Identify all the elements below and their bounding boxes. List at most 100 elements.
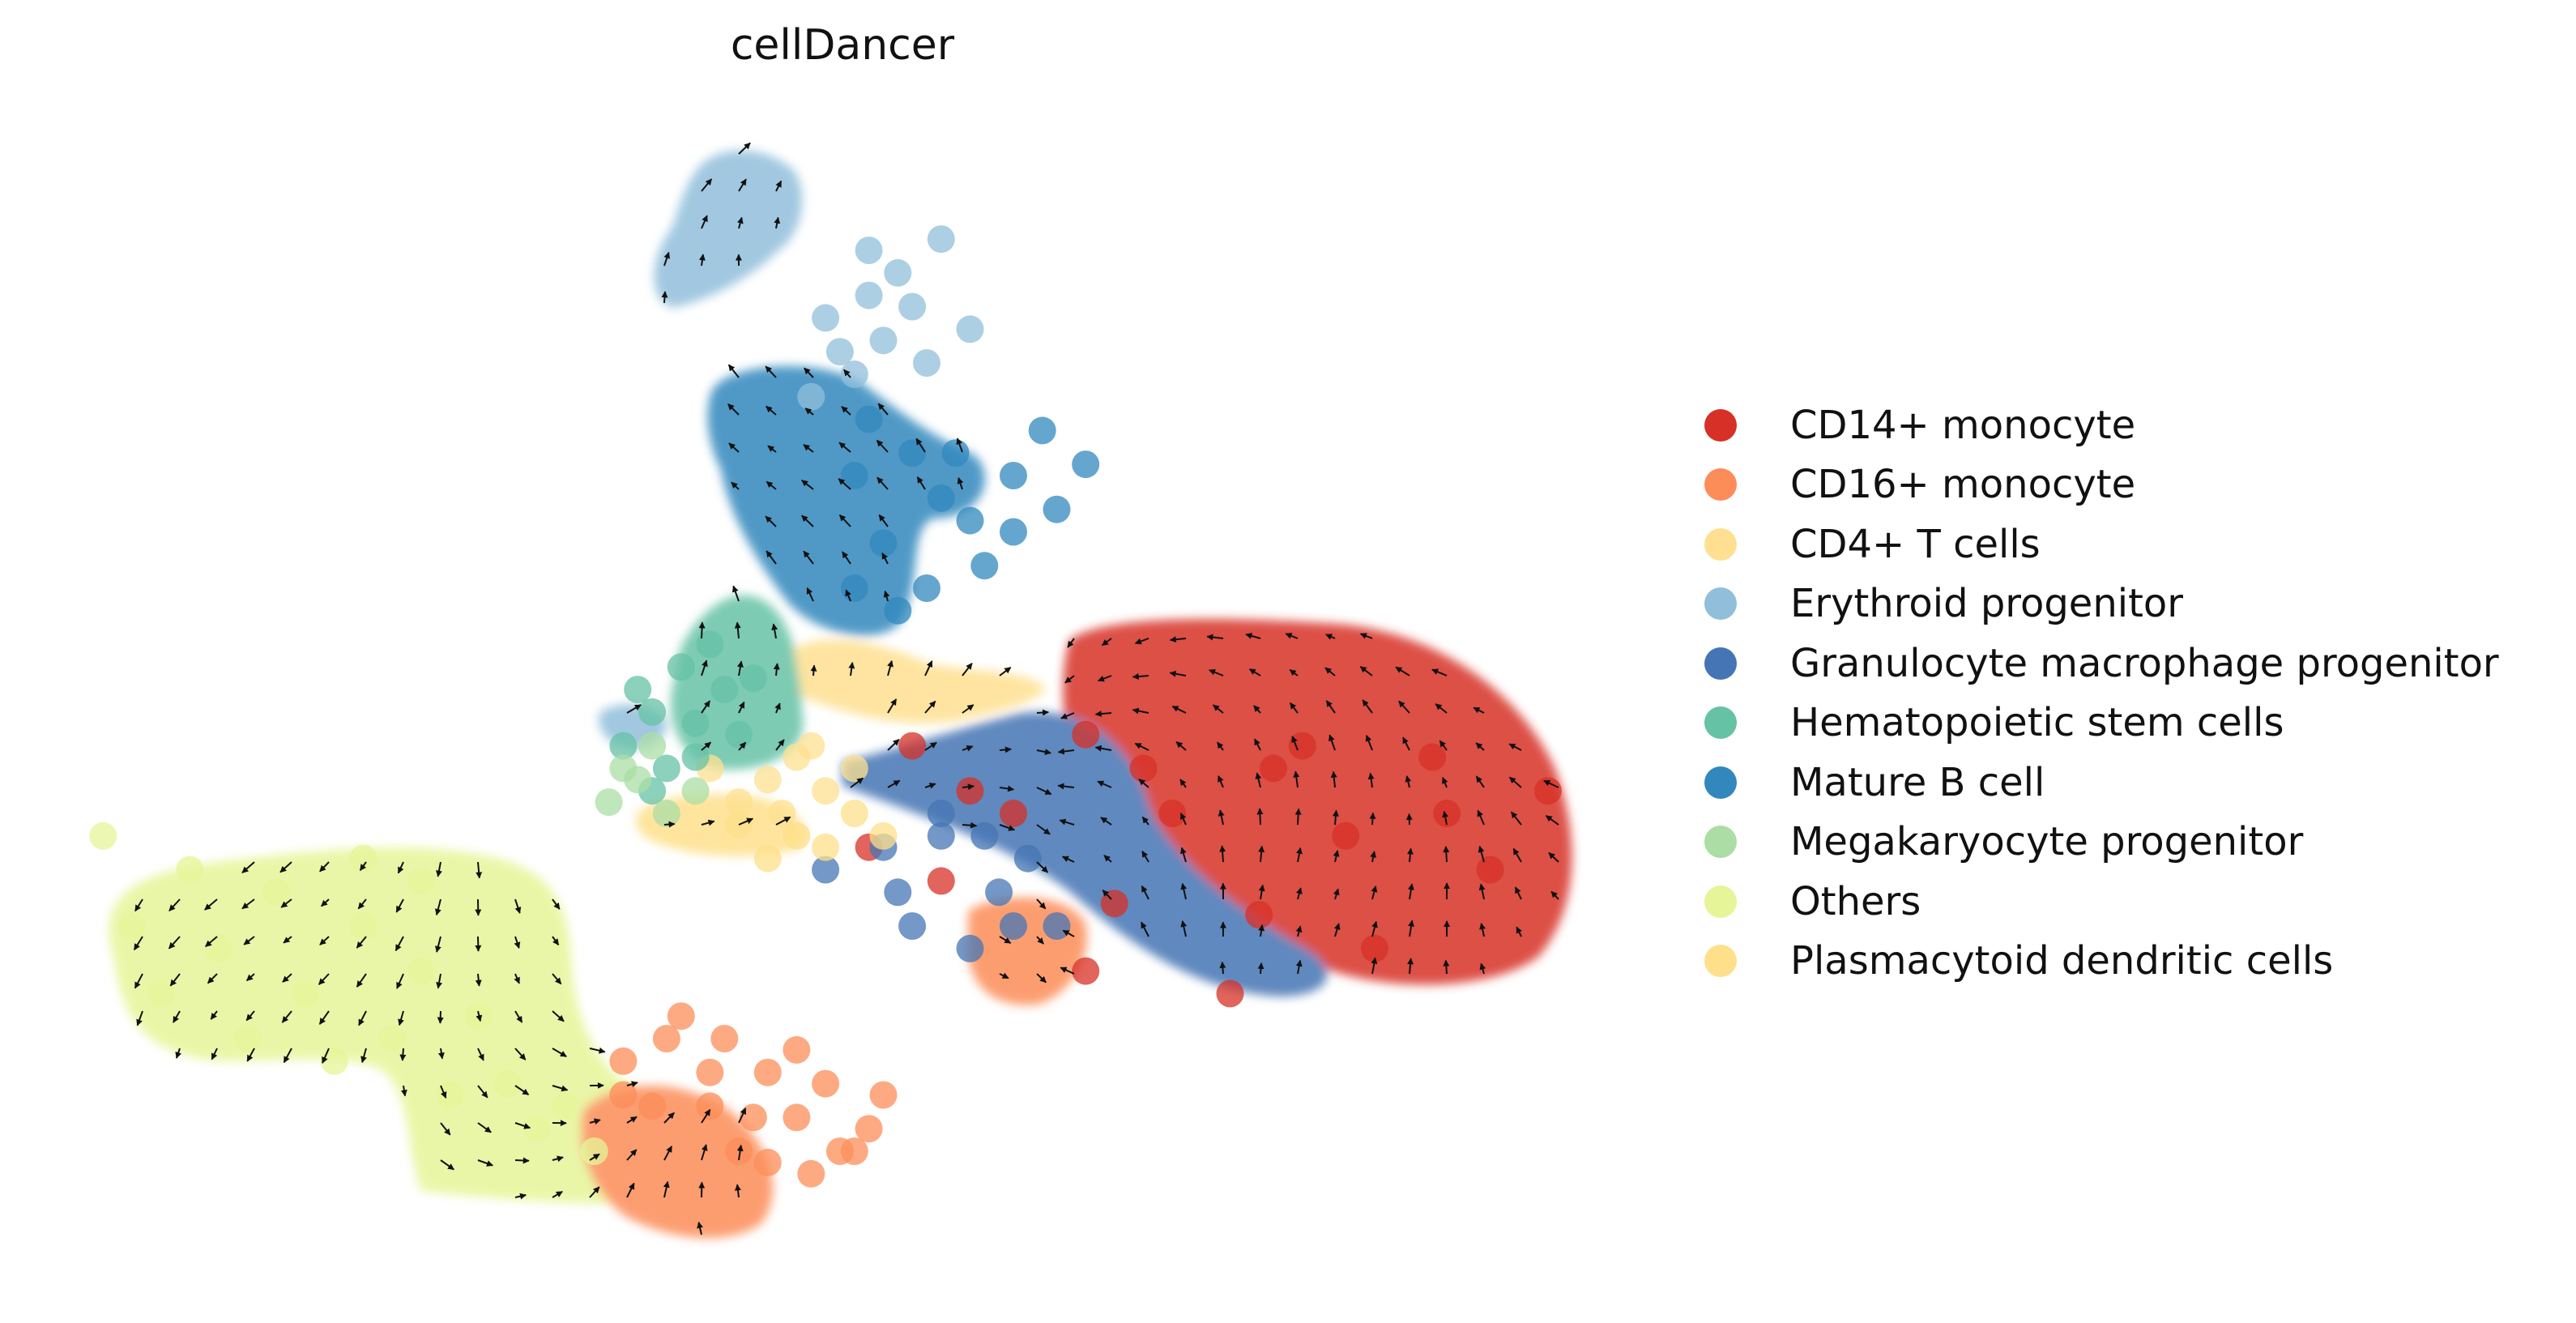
data-point [869, 529, 898, 557]
velocity-arrow [440, 1122, 451, 1136]
data-point [233, 1025, 262, 1052]
velocity-arrow [1510, 811, 1522, 826]
velocity-arrow [766, 405, 777, 416]
velocity-arrow [1169, 670, 1187, 677]
velocity-arrow [1067, 638, 1075, 648]
data-point [609, 754, 638, 783]
velocity-arrow [552, 973, 562, 985]
data-point [825, 1137, 854, 1165]
velocity-arrow [701, 659, 708, 676]
velocity-arrow [887, 698, 898, 714]
velocity-arrow [957, 477, 964, 490]
velocity-arrow [843, 369, 851, 378]
legend-item: Megakaryocyte progenitor [1701, 813, 2499, 873]
velocity-arrow [1439, 740, 1448, 751]
data-point [681, 777, 710, 805]
data-point [667, 653, 695, 681]
velocity-arrow [999, 824, 1016, 831]
velocity-arrow [279, 861, 292, 873]
velocity-arrow [773, 663, 780, 676]
velocity-arrow [514, 1122, 531, 1129]
data-point [1533, 777, 1562, 805]
data-point [118, 912, 146, 940]
data-point [609, 732, 638, 760]
legend-marker-icon [1704, 587, 1737, 621]
velocity-arrow [838, 478, 851, 490]
velocity-arrow [775, 180, 783, 192]
data-point [855, 1115, 883, 1143]
velocity-arrow [356, 936, 367, 949]
data-point [1000, 518, 1027, 546]
velocity-arrow [1036, 973, 1047, 984]
data-point [292, 979, 319, 1008]
velocity-arrow [1064, 675, 1075, 684]
velocity-arrow [1362, 699, 1373, 714]
velocity-arrow [1329, 734, 1336, 751]
velocity-arrow [727, 403, 740, 416]
velocity-arrow [1255, 772, 1262, 788]
velocity-arrow [701, 178, 713, 192]
data-point [898, 732, 927, 760]
legend-label: CD16+ monocyte [1790, 462, 2136, 508]
legend-marker-icon [1704, 647, 1737, 680]
velocity-arrow [697, 1221, 703, 1236]
velocity-arrow [397, 861, 404, 874]
velocity-arrow [731, 585, 740, 602]
velocity-arrow [1141, 851, 1149, 863]
data-point [812, 304, 840, 332]
velocity-arrow [1332, 809, 1339, 826]
velocity-arrow [1325, 634, 1336, 640]
velocity-arrow [283, 936, 292, 944]
velocity-arrow [999, 785, 1015, 792]
data-point [941, 439, 970, 467]
velocity-arrow [663, 1180, 670, 1198]
data-point [739, 664, 767, 693]
velocity-arrow [476, 861, 483, 879]
velocity-arrow [552, 1010, 565, 1022]
velocity-arrow [357, 898, 367, 910]
blob-cd16-lower [581, 1086, 774, 1239]
legend-item: CD14+ monocyte [1701, 395, 2499, 455]
data-point [262, 878, 291, 907]
legend-item: Others [1701, 872, 2499, 932]
velocity-arrow [877, 403, 889, 416]
velocity-arrow [1101, 638, 1112, 647]
velocity-arrow [1258, 884, 1265, 900]
data-point [840, 754, 868, 783]
velocity-arrow [1258, 845, 1265, 863]
velocity-arrow [514, 1048, 527, 1061]
velocity-arrow [396, 973, 404, 989]
velocity-arrow [766, 550, 777, 565]
velocity-arrow [169, 973, 181, 987]
data-point [638, 732, 667, 760]
data-point [1000, 462, 1027, 489]
velocity-arrow [319, 861, 330, 873]
data-point [638, 698, 667, 726]
data-point [652, 1025, 680, 1052]
velocity-arrow [1295, 925, 1303, 937]
blob-mature-b [707, 365, 985, 636]
velocity-arrow [731, 481, 740, 490]
chart-title: cellDancer [730, 21, 955, 70]
velocity-arrow [962, 704, 975, 714]
legend-marker-icon [1704, 527, 1737, 561]
data-point [1043, 912, 1071, 940]
velocity-arrow [663, 1112, 675, 1124]
data-point [884, 596, 912, 625]
velocity-arrow [887, 659, 893, 676]
legend-marker-icon [1704, 706, 1737, 740]
velocity-arrow [804, 367, 814, 378]
data-point [609, 1081, 638, 1109]
velocity-arrow [1365, 734, 1373, 751]
data-point [869, 1081, 898, 1109]
velocity-arrow [962, 783, 975, 791]
data-point [1216, 979, 1244, 1008]
velocity-arrow [771, 623, 778, 639]
legend-marker-icon [1704, 826, 1737, 859]
velocity-arrow [1548, 851, 1559, 863]
velocity-arrow [476, 1010, 483, 1022]
velocity-arrow [1253, 705, 1261, 714]
velocity-arrow [1134, 742, 1149, 751]
data-point [812, 1069, 840, 1098]
velocity-arrow [282, 973, 292, 983]
